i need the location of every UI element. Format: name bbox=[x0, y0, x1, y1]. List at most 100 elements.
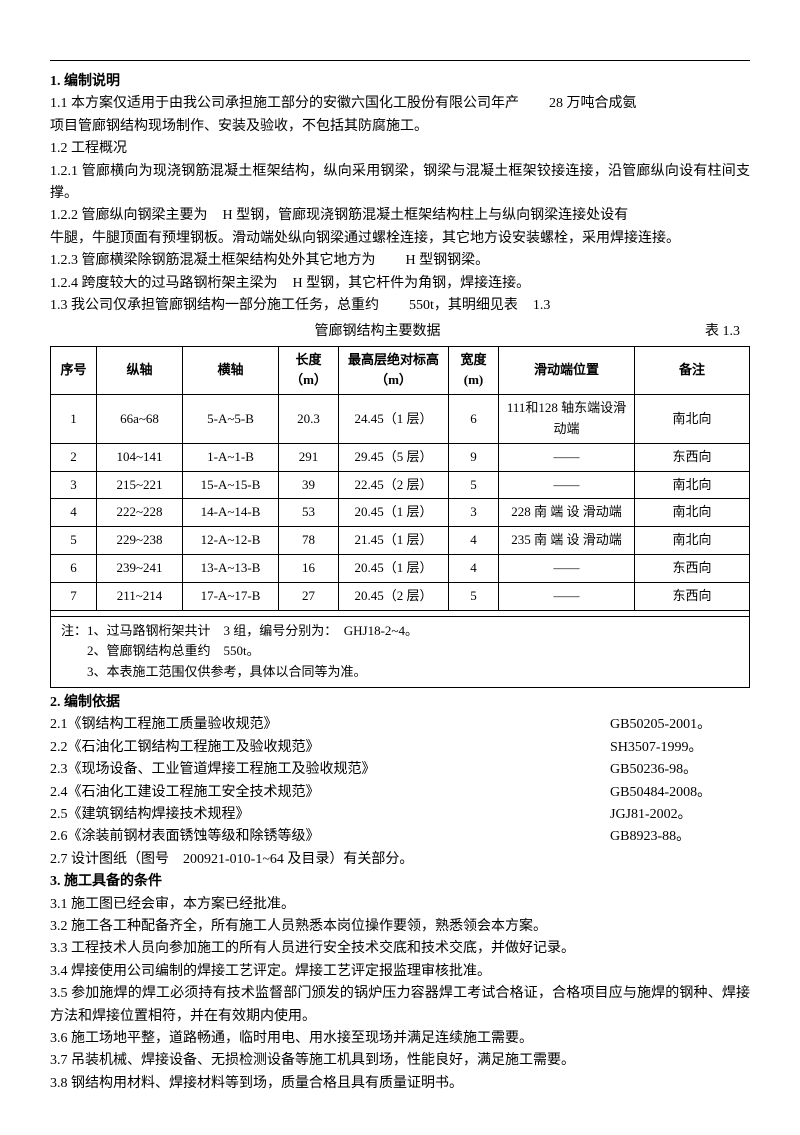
text: 1.2.3 管廊横梁除钢筋混凝土框架结构处外其它地方为 bbox=[50, 253, 376, 268]
table-cell: 4 bbox=[51, 499, 97, 527]
data-table: 序号 纵轴 横轴 长度（m） 最高层绝对标高（m） 宽度(m) 滑动端位置 备注… bbox=[50, 346, 750, 688]
text: 1.2.2 管廊纵向钢梁主要为 bbox=[50, 208, 208, 223]
spec-item: 2.3《现场设备、工业管道焊接工程施工及验收规范》GB50236-98。 bbox=[50, 759, 750, 781]
spec-text: 2.4《石油化工建设工程施工安全技术规范》 bbox=[50, 782, 610, 804]
th-slide: 滑动端位置 bbox=[499, 346, 635, 395]
table-cell: 5 bbox=[51, 527, 97, 555]
table-note: 3、本表施工范围仅供参考，具体以合同等为准。 bbox=[61, 662, 739, 683]
spec-list: 2.1《钢结构工程施工质量验收规范》GB50205-2001。2.2《石油化工钢… bbox=[50, 714, 750, 848]
para-1-2-3: 1.2.3 管廊横梁除钢筋混凝土框架结构处外其它地方为 H 型钢钢梁。 bbox=[50, 250, 750, 272]
spec-code: GB50484-2008。 bbox=[610, 782, 750, 804]
table-cell: 111和128 轴东端设滑动端 bbox=[499, 395, 635, 444]
table-note: 注：1、过马路钢桁架共计 3 组，编号分别为： GHJ18-2~4。 bbox=[61, 621, 739, 642]
table-cell: 53 bbox=[279, 499, 339, 527]
table-cell: 2 bbox=[51, 443, 97, 471]
table-cell: 4 bbox=[449, 555, 499, 583]
table-number: 表 1.3 bbox=[705, 321, 740, 343]
table-cell: 15-A~15-B bbox=[183, 471, 279, 499]
table-cell: 29.45（5 层） bbox=[339, 443, 449, 471]
table-cell: 东西向 bbox=[635, 582, 750, 610]
spec-code: GB8923-88。 bbox=[610, 826, 750, 848]
section-3-item: 3.8 钢结构用材料、焊接材料等到场，质量合格且具有质量证明书。 bbox=[50, 1073, 750, 1095]
table-cell: 东西向 bbox=[635, 555, 750, 583]
spec-code: JGJ81-2002。 bbox=[610, 804, 750, 826]
table-cell: —— bbox=[499, 443, 635, 471]
table-cell: 20.45（2 层） bbox=[339, 582, 449, 610]
section-3-title: 3. 施工具备的条件 bbox=[50, 871, 750, 893]
text: 1.3 bbox=[533, 298, 551, 313]
section-1-title: 1. 编制说明 bbox=[50, 71, 750, 93]
table-header-row: 序号 纵轴 横轴 长度（m） 最高层绝对标高（m） 宽度(m) 滑动端位置 备注 bbox=[51, 346, 750, 395]
spec-text: 2.2《石油化工钢结构工程施工及验收规范》 bbox=[50, 737, 610, 759]
section-3-item: 3.1 施工图已经会审，本方案已经批准。 bbox=[50, 894, 750, 916]
table-row: 6239~24113-A~13-B1620.45（1 层）4——东西向 bbox=[51, 555, 750, 583]
text: H 型钢，管廊现浇钢筋混凝土框架结构柱上与纵向钢梁连接处设有 bbox=[223, 208, 629, 223]
table-title-row: 管廊钢结构主要数据 表 1.3 bbox=[50, 321, 750, 343]
section-3-item: 3.7 吊装机械、焊接设备、无损检测设备等施工机具到场，性能良好，满足施工需要。 bbox=[50, 1050, 750, 1072]
table-title: 管廊钢结构主要数据 bbox=[315, 324, 441, 339]
table-row: 5229~23812-A~12-B7821.45（1 层）4235 南 端 设 … bbox=[51, 527, 750, 555]
spec-text: 2.1《钢结构工程施工质量验收规范》 bbox=[50, 714, 610, 736]
table-cell: 222~228 bbox=[97, 499, 183, 527]
section-3-item: 3.6 施工场地平整，道路畅通，临时用电、用水接至现场并满足连续施工需要。 bbox=[50, 1028, 750, 1050]
para-2-7: 2.7 设计图纸（图号 200921-010-1~64 及目录）有关部分。 bbox=[50, 849, 750, 871]
table-cell: 3 bbox=[449, 499, 499, 527]
table-cell: 7 bbox=[51, 582, 97, 610]
table-row: 2104~1411-A~1-B29129.45（5 层）9——东西向 bbox=[51, 443, 750, 471]
table-row: 4222~22814-A~14-B5320.45（1 层）3228 南 端 设 … bbox=[51, 499, 750, 527]
table-cell: 22.45（2 层） bbox=[339, 471, 449, 499]
spec-text: 2.3《现场设备、工业管道焊接工程施工及验收规范》 bbox=[50, 759, 610, 781]
table-cell: 291 bbox=[279, 443, 339, 471]
section-3-items: 3.1 施工图已经会审，本方案已经批准。3.2 施工各工种配备齐全，所有施工人员… bbox=[50, 894, 750, 1096]
text: 28 万吨合成氨 bbox=[549, 96, 637, 111]
th-seq: 序号 bbox=[51, 346, 97, 395]
para-1-3: 1.3 我公司仅承担管廊钢结构一部分施工任务，总重约 550t，其明细见表 1.3 bbox=[50, 295, 750, 317]
table-cell: 1-A~1-B bbox=[183, 443, 279, 471]
table-cell: 南北向 bbox=[635, 527, 750, 555]
table-cell: 66a~68 bbox=[97, 395, 183, 444]
th-len: 长度（m） bbox=[279, 346, 339, 395]
table-cell: —— bbox=[499, 555, 635, 583]
th-height: 最高层绝对标高（m） bbox=[339, 346, 449, 395]
spec-code: GB50205-2001。 bbox=[610, 714, 750, 736]
table-cell: 东西向 bbox=[635, 443, 750, 471]
table-cell: 16 bbox=[279, 555, 339, 583]
section-3-item: 3.2 施工各工种配备齐全，所有施工人员熟悉本岗位操作要领，熟悉领会本方案。 bbox=[50, 916, 750, 938]
table-cell: 南北向 bbox=[635, 471, 750, 499]
table-cell: 228 南 端 设 滑动端 bbox=[499, 499, 635, 527]
para-1-1: 1.1 本方案仅适用于由我公司承担施工部分的安徽六国化工股份有限公司年产28 万… bbox=[50, 93, 750, 115]
table-row: 3215~22115-A~15-B3922.45（2 层）5——南北向 bbox=[51, 471, 750, 499]
table-cell: 6 bbox=[51, 555, 97, 583]
section-3-item: 3.4 焊接使用公司编制的焊接工艺评定。焊接工艺评定报监理审核批准。 bbox=[50, 961, 750, 983]
th-remark: 备注 bbox=[635, 346, 750, 395]
table-notes-cell: 注：1、过马路钢桁架共计 3 组，编号分别为： GHJ18-2~4。 2、管廊钢… bbox=[51, 616, 750, 687]
para-1-2: 1.2 工程概况 bbox=[50, 138, 750, 160]
table-cell: 39 bbox=[279, 471, 339, 499]
text: 1.3 我公司仅承担管廊钢结构一部分施工任务，总重约 bbox=[50, 298, 379, 313]
th-haxis: 横轴 bbox=[183, 346, 279, 395]
table-cell: 4 bbox=[449, 527, 499, 555]
table-cell: 南北向 bbox=[635, 395, 750, 444]
table-cell: 27 bbox=[279, 582, 339, 610]
text: H 型钢，其它杆件为角钢，焊接连接。 bbox=[293, 276, 531, 291]
text: 550t，其明细见表 bbox=[409, 298, 518, 313]
table-cell: 239~241 bbox=[97, 555, 183, 583]
text: H 型钢钢梁。 bbox=[406, 253, 490, 268]
th-vaxis: 纵轴 bbox=[97, 346, 183, 395]
top-rule bbox=[50, 60, 750, 61]
table-cell: 20.3 bbox=[279, 395, 339, 444]
table-cell: 5-A~5-B bbox=[183, 395, 279, 444]
section-3-item: 3.3 工程技术人员向参加施工的所有人员进行安全技术交底和技术交底，并做好记录。 bbox=[50, 938, 750, 960]
spec-text: 2.5《建筑钢结构焊接技术规程》 bbox=[50, 804, 610, 826]
table-cell: 5 bbox=[449, 582, 499, 610]
text: 1.2.4 跨度较大的过马路钢桁架主梁为 bbox=[50, 276, 278, 291]
spec-text: 2.6《涂装前钢材表面锈蚀等级和除锈等级》 bbox=[50, 826, 610, 848]
table-row: 7211~21417-A~17-B2720.45（2 层）5——东西向 bbox=[51, 582, 750, 610]
table-cell: 13-A~13-B bbox=[183, 555, 279, 583]
table-cell: 21.45（1 层） bbox=[339, 527, 449, 555]
section-3-item: 3.5 参加施焊的焊工必须持有技术监督部门颁发的锅炉压力容器焊工考试合格证，合格… bbox=[50, 983, 750, 1028]
table-cell: —— bbox=[499, 582, 635, 610]
th-width: 宽度(m) bbox=[449, 346, 499, 395]
para-1-2-1: 1.2.1 管廊横向为现浇钢筋混凝土框架结构，纵向采用钢梁，钢梁与混凝土框架铰接… bbox=[50, 161, 750, 206]
table-cell: 5 bbox=[449, 471, 499, 499]
